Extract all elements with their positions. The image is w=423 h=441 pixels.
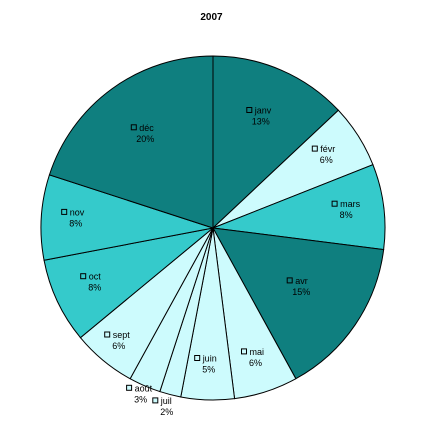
slice-name-1: févr	[320, 144, 335, 154]
pie-slice-11	[48, 55, 214, 229]
legend-key-9	[80, 273, 87, 280]
slice-percent-11: 20%	[136, 134, 154, 144]
slice-name-2: mars	[340, 199, 360, 209]
slice-name-5: juin	[202, 354, 217, 364]
slice-percent-9: 8%	[88, 283, 101, 293]
slice-name-0: janv	[254, 106, 272, 116]
legend-key-4	[241, 348, 247, 355]
legend-key-0	[246, 107, 253, 113]
legend-key-2	[331, 200, 338, 207]
slice-name-9: oct	[89, 272, 102, 282]
legend-key-5	[194, 355, 201, 361]
slice-name-7: août	[135, 383, 153, 393]
chart-title: 2007	[200, 12, 223, 23]
slice-percent-2: 8%	[340, 210, 353, 220]
legend-key-6	[152, 397, 159, 404]
slice-percent-10: 8%	[69, 218, 82, 228]
slice-name-10: nov	[70, 207, 85, 217]
slice-percent-0: 13%	[252, 117, 270, 127]
slice-name-3: avr	[295, 276, 308, 286]
legend-key-3	[286, 277, 293, 284]
slice-name-6: juil	[160, 396, 172, 406]
legend-key-1	[311, 145, 318, 152]
slice-name-4: mai	[250, 347, 265, 357]
slice-percent-3: 15%	[292, 287, 310, 297]
slice-name-8: sept	[113, 330, 131, 340]
legend-key-11	[130, 124, 137, 131]
slice-name-11: déc	[139, 123, 154, 133]
pie-slice-3	[212, 227, 385, 380]
pie-slice-0	[212, 55, 340, 230]
slice-percent-4: 6%	[249, 358, 262, 368]
slice-percent-5: 5%	[202, 365, 215, 375]
legend-key-8	[104, 331, 111, 338]
slice-percent-6: 2%	[160, 407, 173, 417]
slice-percent-7: 3%	[134, 394, 147, 404]
slice-percent-1: 6%	[320, 155, 333, 165]
legend-key-10	[61, 208, 68, 215]
legend-key-7	[126, 384, 133, 391]
slice-percent-8: 6%	[112, 341, 125, 351]
